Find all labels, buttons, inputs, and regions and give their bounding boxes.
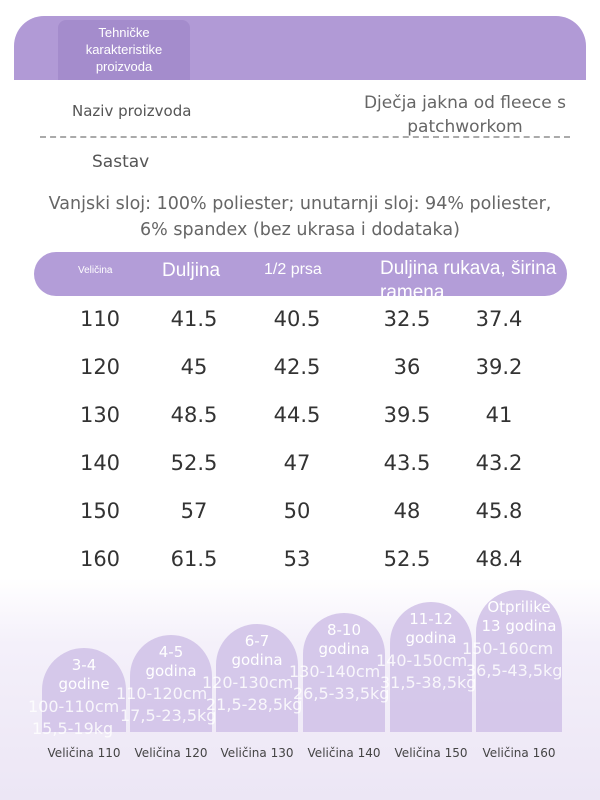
age-label: 8-10 godina [318,621,370,658]
table-cell: 32.5 [383,307,431,331]
size-label: Veličina 150 [394,746,468,760]
composition-label: Sastav [92,152,150,172]
weight-range: 26,5-33,5kg [293,684,390,703]
header-length: Duljina [162,260,221,281]
dashed-divider [40,136,570,138]
height-range: 100-110cm [28,697,120,716]
table-cell: 45 [180,355,208,379]
weight-range: 36,5-43,5kg [466,661,563,680]
table-cell: 47 [283,451,311,475]
weight-range: 15,5-19kg [32,719,114,738]
table-cell: 57 [180,499,208,523]
table-cell: 120 [79,355,121,379]
table-cell: 48 [393,499,421,523]
table-cell: 37.4 [475,307,523,331]
age-bar [390,602,472,732]
height-range: 140-150cm [376,651,468,670]
table-cell: 44.5 [273,403,321,427]
table-cell: 48.5 [170,403,218,427]
table-cell: 41.5 [170,307,218,331]
table-cell: 150 [79,499,121,523]
weight-range: 17,5-23,5kg [120,706,217,725]
table-cell: 36 [393,355,421,379]
weight-range: 31,5-38,5kg [380,673,477,692]
age-label: Otprilike 13 godina [481,598,557,635]
section-title: Tehničke karakteristike proizvoda [85,25,163,74]
table-row: 140 52.5 47 43.5 43.2 [0,451,600,499]
table-cell: 52.5 [170,451,218,475]
product-name-value: Dječja jakna od fleece s patchworkom [363,93,567,137]
size-table-header: Veličina Duljina 1/2 prsa Duljina rukava… [34,252,567,296]
age-bar [130,635,212,732]
table-cell: 42.5 [273,355,321,379]
header-half-chest: 1/2 prsa [264,261,322,278]
table-cell: 45.8 [475,499,523,523]
table-cell: 39.5 [383,403,431,427]
table-cell: 43.2 [475,451,523,475]
table-row: 160 61.5 53 52.5 48.4 [0,547,600,595]
age-bar [42,648,126,732]
table-cell: 50 [283,499,311,523]
header-sleeve-shoulder: Duljina rukava, širina ramena [380,258,557,296]
height-range: 130-140cm [289,662,381,681]
table-cell: 140 [79,451,121,475]
height-range: 110-120cm [116,684,208,703]
header-size: Veličina [78,265,113,276]
size-label: Veličina 130 [220,746,294,760]
height-range: 150-160cm [462,639,554,658]
size-label: Veličina 140 [307,746,381,760]
table-row: 110 41.5 40.5 32.5 37.4 [0,307,600,355]
table-cell: 41 [485,403,513,427]
age-label: 11-12 godina [405,610,457,647]
age-label: 6-7 godina [231,632,283,669]
table-cell: 40.5 [273,307,321,331]
table-cell: 130 [79,403,121,427]
table-cell: 53 [283,547,311,571]
size-label: Veličina 120 [134,746,208,760]
table-cell: 48.4 [475,547,523,571]
product-name-label: Naziv proizvoda [72,102,192,120]
age-bar [216,624,298,732]
table-row: 120 45 42.5 36 39.2 [0,355,600,403]
table-cell: 52.5 [383,547,431,571]
age-label: 4-5 godina [145,643,197,680]
table-row: 130 48.5 44.5 39.5 41 [0,403,600,451]
table-cell: 39.2 [475,355,523,379]
header-tab [58,20,190,80]
age-bar [303,613,385,732]
age-bar [476,590,562,732]
size-label: Veličina 110 [47,746,121,760]
table-cell: 160 [79,547,121,571]
composition-text: Vanjski sloj: 100% poliester; unutarnji … [48,194,552,240]
weight-range: 21,5-28,5kg [206,695,303,714]
age-label: 3-4 godine [58,656,110,693]
table-row: 150 57 50 48 45.8 [0,499,600,547]
table-cell: 43.5 [383,451,431,475]
table-cell: 110 [79,307,121,331]
table-cell: 61.5 [170,547,218,571]
size-label: Veličina 160 [482,746,556,760]
height-range: 120-130cm [202,673,294,692]
